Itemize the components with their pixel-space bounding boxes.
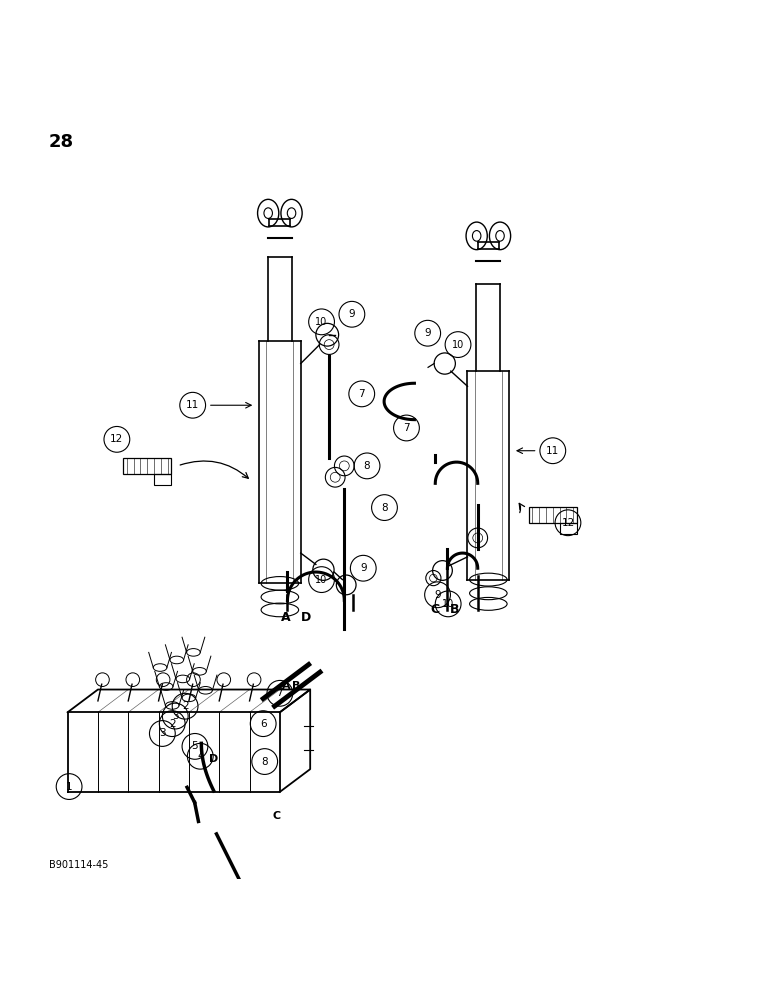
Text: 8: 8 [262,757,268,767]
Text: 11: 11 [546,446,560,456]
Text: 11: 11 [186,400,199,410]
Bar [529,507,577,523]
Text: 3: 3 [159,728,166,738]
Text: 5: 5 [191,741,198,751]
Text: 9: 9 [425,328,431,338]
Text: C: C [272,811,280,821]
Text: 10: 10 [316,575,327,585]
Text: 3: 3 [172,711,178,721]
Text: 2: 2 [169,719,175,729]
Text: 7: 7 [276,688,283,698]
Text: D: D [208,754,218,764]
Text: 8: 8 [381,503,388,513]
Text: A: A [281,611,291,624]
Bar [560,523,577,534]
Text: 10: 10 [442,599,454,609]
Text: 6: 6 [260,719,266,729]
Text: 8: 8 [364,461,371,471]
Text: 7: 7 [358,389,365,399]
Text: 9: 9 [360,563,367,573]
Text: 12: 12 [561,518,574,528]
Text: 10: 10 [452,340,464,350]
Text: 9: 9 [434,590,441,600]
Bar [154,474,171,485]
Text: 1: 1 [66,782,73,792]
Text: 7: 7 [403,423,410,433]
Text: 10: 10 [316,317,327,327]
Text: B901114-45: B901114-45 [49,860,108,870]
Text: 2: 2 [181,701,188,711]
Text: B: B [449,603,459,616]
Text: A: A [282,681,290,691]
Text: D: D [301,611,312,624]
Text: B: B [293,681,301,691]
Text: 28: 28 [49,133,74,151]
Bar [123,458,171,474]
Text: C: C [431,603,440,616]
Text: 12: 12 [110,434,124,444]
Text: 9: 9 [349,309,355,319]
Text: 4: 4 [197,751,204,761]
